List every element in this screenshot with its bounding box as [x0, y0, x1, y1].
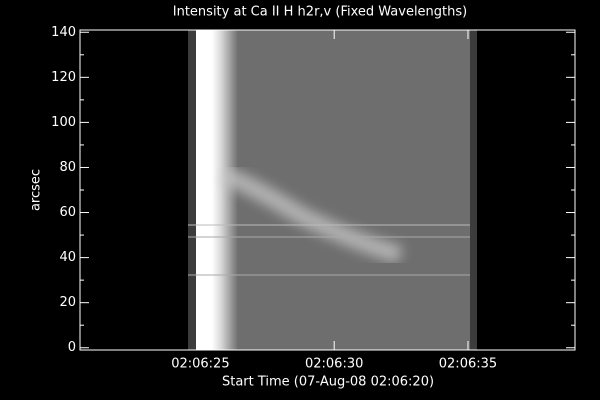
- y-tick-label: 80: [59, 160, 76, 175]
- image: [188, 30, 477, 350]
- chart-title: Intensity at Ca II H h2r,v (Fixed Wavele…: [173, 5, 467, 20]
- x-axis-label: Start Time (07-Aug-08 02:06:20): [222, 375, 434, 390]
- y-tick-label: 0: [68, 340, 76, 355]
- y-tick-label: 140: [51, 25, 76, 40]
- y-tick-label: 100: [51, 115, 76, 130]
- x-tick-label: 02:06:35: [439, 357, 497, 372]
- y-axis-label: arcsec: [29, 169, 44, 211]
- y-tick-label: 40: [59, 250, 76, 265]
- x-tick-label: 02:06:25: [171, 357, 229, 372]
- x-tick-label: 02:06:30: [305, 357, 363, 372]
- y-tick-label: 120: [51, 70, 76, 85]
- y-tick-label: 20: [59, 295, 76, 310]
- y-tick-label: 60: [59, 205, 76, 220]
